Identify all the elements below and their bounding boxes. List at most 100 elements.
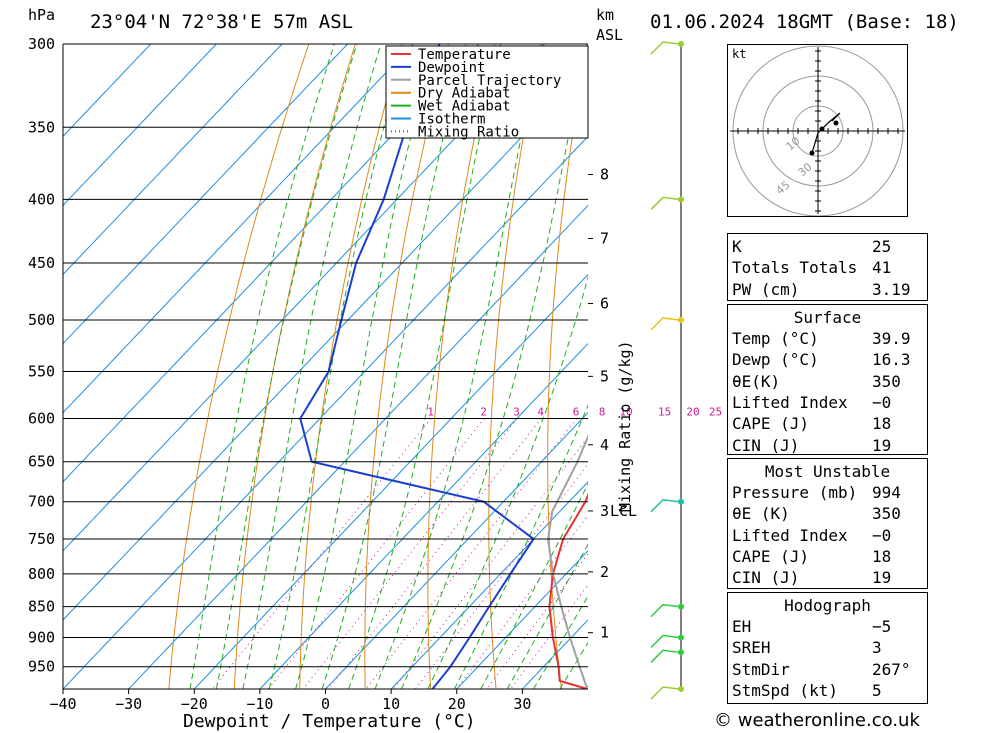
mixing-ratio-tick-label: 1	[427, 405, 434, 418]
most_unstable-value: 18	[872, 546, 892, 566]
hodograph_stats-value: 5	[872, 680, 882, 700]
dry-adiabat-line	[233, 44, 356, 689]
wind-level-dot	[678, 196, 684, 203]
wet-adiabat-line	[242, 44, 382, 689]
wind-level-dot	[678, 686, 684, 692]
wind-level-dot	[678, 634, 684, 641]
lcl-label: LCL	[610, 502, 637, 520]
km-unit-label: km	[596, 6, 614, 24]
isotherm-line	[63, 44, 283, 276]
x-axis-label: Dewpoint / Temperature (°C)	[183, 711, 476, 732]
isotherm-line	[456, 550, 588, 689]
hodograph_stats-row: EH −5	[728, 616, 927, 637]
hodograph-unit: kt	[732, 47, 746, 61]
most_unstable-key: θE (K)	[732, 504, 790, 524]
pressure-tick-label: 400	[28, 190, 55, 208]
isotherm-line	[63, 44, 414, 414]
wet-adiabat-line	[295, 44, 436, 689]
wind-level-dot	[678, 41, 684, 47]
hodograph_stats-title: Hodograph	[784, 596, 871, 615]
pressure-tick-label: 650	[28, 453, 55, 471]
hodograph_stats-key: EH	[732, 617, 752, 636]
indices-panel: K 25 Totals Totals 41 PW (cm) 3.19	[727, 233, 928, 301]
pressure-tick-label: 550	[28, 362, 55, 380]
hodograph-stats-panel: Hodograph EH −5 SREH 3 StmDir 267° StmSpd (kt) 5	[727, 592, 928, 704]
most_unstable-value: −0	[872, 525, 892, 545]
wet-adiabat-line	[427, 275, 588, 689]
most_unstable-value: 19	[872, 568, 892, 588]
isotherm-line	[63, 66, 588, 621]
surface-key: Dewp (°C)	[732, 350, 819, 370]
copyright-footer: © weatheronline.co.uk	[714, 710, 920, 731]
most_unstable-row: Lifted Index −0	[728, 525, 927, 546]
x-tick-label: 0	[321, 695, 330, 713]
isotherm-line	[63, 44, 480, 483]
mixing-ratio-line	[393, 436, 588, 689]
dry-adiabat-line	[488, 44, 542, 689]
hodograph-point	[809, 150, 815, 156]
isotherm-line	[193, 273, 588, 689]
hodograph_stats-key: StmDir	[732, 659, 790, 679]
wind-barb	[650, 196, 680, 210]
hodograph_stats-key: StmSpd (kt)	[732, 680, 838, 700]
most_unstable-row: Pressure (mb) 994	[728, 482, 927, 503]
dry-adiabat-line	[168, 44, 310, 689]
dry-adiabat-line	[299, 44, 403, 689]
most_unstable-value: 994	[872, 483, 901, 502]
surface-key: θE(K)	[732, 371, 781, 391]
mixing-ratio-tick-label: 15	[658, 405, 671, 418]
isotherm-line	[522, 619, 588, 689]
hodograph-ring-label: 30	[796, 160, 815, 179]
mixing-ratio-tick-label: 8	[599, 405, 606, 418]
pressure-tick-label: 300	[28, 35, 55, 53]
surface-value: −0	[872, 392, 892, 412]
wet-adiabat-line	[374, 44, 542, 689]
wind-profile	[650, 41, 684, 700]
hodograph_stats-value: 267°	[872, 659, 911, 679]
hodograph-ring-label: 10	[784, 134, 803, 153]
legend-label-wet-adiabat: Wet Adiabat	[418, 99, 511, 115]
wet-adiabat-line	[321, 44, 467, 689]
mixing-ratio-axis-label: Mixing Ratio (g/kg)	[616, 340, 634, 512]
isotherm-line	[325, 411, 588, 689]
mixing-ratio-tick-label: 3	[513, 405, 520, 418]
wind-level-dot	[678, 316, 684, 323]
hodograph-ring-label: 45	[774, 178, 793, 197]
most_unstable-row: θE (K) 350	[728, 503, 927, 524]
surface-row: Lifted Index −0	[728, 392, 927, 413]
indices-key: K	[732, 237, 742, 256]
surface-value: 350	[872, 371, 901, 391]
mixing-ratio-line	[486, 553, 588, 689]
legend-label-temperature: Temperature	[418, 47, 511, 63]
isotherm-line	[63, 44, 348, 345]
mixing-ratio-tick-label: 6	[573, 405, 580, 418]
indices-value: 3.19	[872, 279, 911, 299]
surface-row: CIN (J) 19	[728, 435, 927, 456]
most_unstable-key: CIN (J)	[732, 568, 800, 588]
km-tick-label: 5	[600, 367, 609, 385]
wind-barb	[650, 634, 680, 649]
surface-row: θE(K) 350	[728, 371, 927, 392]
km-tick-label: 8	[600, 166, 609, 184]
mixing-ratio-tick-label: 4	[537, 405, 544, 418]
wind-barb	[650, 317, 680, 331]
pressure-tick-label: 750	[28, 530, 55, 548]
mixing-ratio-line	[415, 463, 588, 689]
mixing-ratio-tick-label: 25	[709, 405, 722, 418]
isotherm-line	[63, 44, 152, 138]
pressure-tick-label: 950	[28, 658, 55, 676]
km-tick-label: 4	[600, 436, 609, 454]
wet-adiabat-line	[480, 482, 588, 689]
dry-adiabat-line	[660, 44, 692, 689]
pressure-tick-label: 900	[28, 629, 55, 647]
wet-adiabat-line	[215, 44, 358, 689]
dry-adiabat-line	[960, 44, 1000, 689]
pressure-tick-label: 350	[28, 118, 55, 136]
mixing-ratio-line	[510, 584, 588, 689]
plot-area	[63, 44, 1000, 689]
mixing-ratio-line	[211, 418, 432, 689]
hodograph_stats-row: SREH 3	[728, 637, 927, 658]
surface-row: Dewp (°C) 16.3	[728, 349, 927, 370]
